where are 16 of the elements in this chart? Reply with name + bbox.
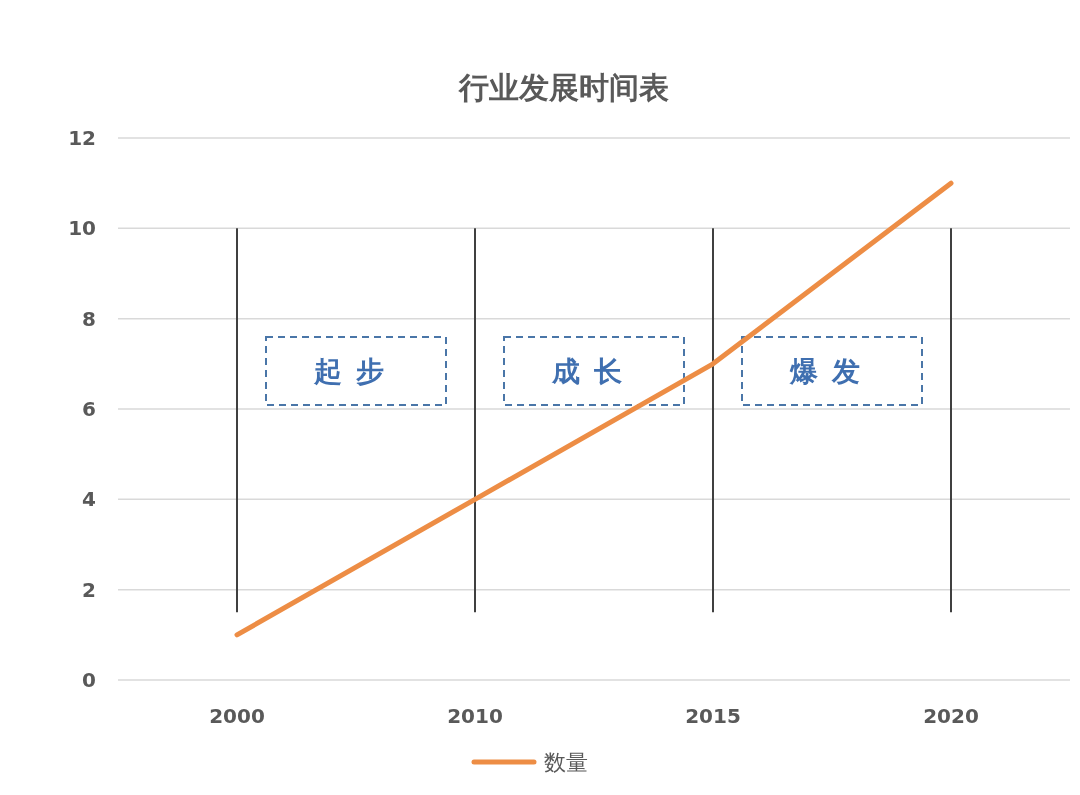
y-tick-label: 4 xyxy=(82,487,96,512)
legend-label: 数量 xyxy=(544,750,588,775)
y-tick-label: 0 xyxy=(82,668,96,692)
y-tick-label: 6 xyxy=(82,397,96,421)
y-tick-label: 10 xyxy=(68,216,96,241)
x-tick-label: 2020 xyxy=(923,704,979,728)
annotation: 起步 xyxy=(313,355,398,389)
annotation: 爆发 xyxy=(789,355,874,389)
chart-title: 行业发展时间表 xyxy=(458,70,669,105)
annotation: 成长 xyxy=(551,355,636,389)
x-tick-label: 2010 xyxy=(447,704,503,728)
x-tick-label: 2000 xyxy=(209,704,265,728)
y-tick-label: 12 xyxy=(68,126,96,150)
y-tick-label: 2 xyxy=(82,577,96,602)
x-tick-label: 2015 xyxy=(685,704,741,728)
y-tick-label: 8 xyxy=(82,306,96,331)
